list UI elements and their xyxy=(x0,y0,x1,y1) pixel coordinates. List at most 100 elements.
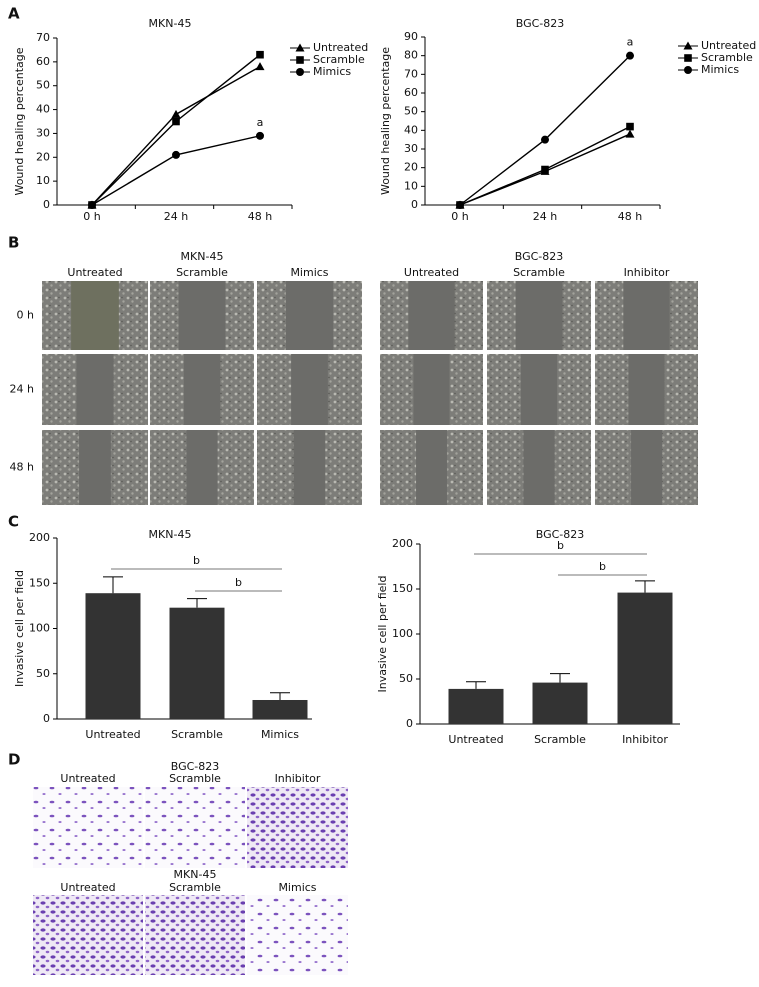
panel-label: A xyxy=(8,5,20,23)
wound-gap xyxy=(291,354,328,425)
legend-label: Mimics xyxy=(701,63,739,76)
y-tick-label: 40 xyxy=(36,103,50,116)
row-label: 48 h xyxy=(10,461,34,474)
y-tick-label: 40 xyxy=(404,123,418,136)
x-tick-label: 48 h xyxy=(248,210,272,223)
y-tick-label: 30 xyxy=(404,142,418,155)
y-tick-label: 50 xyxy=(36,667,50,680)
error-bar xyxy=(270,692,290,700)
panel-label: D xyxy=(8,751,20,769)
y-tick-label: 0 xyxy=(43,712,50,725)
marker xyxy=(295,43,305,52)
error-bar xyxy=(103,576,123,594)
marker xyxy=(541,165,549,174)
column-label: Scramble xyxy=(176,266,228,279)
group-title: BGC-823 xyxy=(515,250,564,263)
marker xyxy=(684,66,692,74)
chart-title: MKN-45 xyxy=(149,528,192,541)
x-tick-label: 24 h xyxy=(533,210,557,223)
marker xyxy=(456,201,464,209)
y-tick-label: 0 xyxy=(406,717,413,730)
marker xyxy=(255,62,265,71)
group-title: MKN-45 xyxy=(174,868,217,881)
y-tick-label: 10 xyxy=(36,174,50,187)
marker xyxy=(625,129,635,138)
y-axis-title: Wound healing percentage xyxy=(13,47,26,195)
wound-gap xyxy=(515,281,563,350)
legend-label: Untreated xyxy=(701,39,756,52)
chart-title: BGC-823 xyxy=(536,528,585,541)
column-label: Mimics xyxy=(278,881,316,894)
x-tick-label: 0 h xyxy=(451,210,468,223)
y-tick-label: 150 xyxy=(392,582,413,595)
column-label: Mimics xyxy=(290,266,328,279)
column-label: Untreated xyxy=(60,772,115,785)
y-tick-label: 20 xyxy=(36,150,50,163)
wound-gap xyxy=(71,281,119,350)
y-tick-label: 50 xyxy=(404,105,418,118)
y-tick-label: 50 xyxy=(399,672,413,685)
error-bar xyxy=(550,673,570,683)
y-tick-label: 20 xyxy=(404,161,418,174)
wound-gap xyxy=(623,281,670,350)
y-tick-label: 0 xyxy=(411,198,418,211)
y-tick-label: 150 xyxy=(29,576,50,589)
y-tick-label: 70 xyxy=(404,67,418,80)
wound-gap xyxy=(79,430,111,505)
micrograph xyxy=(247,895,348,975)
wound-gap xyxy=(408,281,455,350)
wound-gap xyxy=(183,354,221,425)
y-axis-title: Wound healing percentage xyxy=(379,47,392,195)
annotation: a xyxy=(257,116,264,129)
error-bar xyxy=(466,681,486,689)
column-label: Scramble xyxy=(169,881,221,894)
wound-gap xyxy=(285,281,334,350)
legend-label: Scramble xyxy=(313,53,365,66)
chart-title: MKN-45 xyxy=(149,17,192,30)
x-tick-label: Scramble xyxy=(534,733,586,746)
legend-label: Untreated xyxy=(313,41,368,54)
x-tick-label: 24 h xyxy=(164,210,188,223)
annotation: a xyxy=(627,36,634,49)
x-tick-label: Mimics xyxy=(261,728,299,741)
wound-gap xyxy=(413,354,450,425)
error-bar xyxy=(635,580,655,593)
row-label: 0 h xyxy=(17,309,34,322)
x-tick-label: Inhibitor xyxy=(622,733,668,746)
annotation: b xyxy=(235,576,242,589)
micrograph xyxy=(33,787,143,868)
y-tick-label: 80 xyxy=(404,49,418,62)
y-axis-title: Invasive cell per field xyxy=(13,570,26,687)
wound-gap xyxy=(178,281,226,350)
column-label: Scramble xyxy=(513,266,565,279)
legend-label: Mimics xyxy=(313,65,351,78)
marker xyxy=(172,150,180,159)
bar xyxy=(85,593,141,719)
y-tick-label: 200 xyxy=(29,531,50,544)
x-tick-label: Untreated xyxy=(85,728,140,741)
series-line xyxy=(91,54,261,206)
marker xyxy=(683,41,693,50)
micrograph xyxy=(145,895,245,975)
marker xyxy=(172,117,180,126)
wound-gap xyxy=(523,430,555,505)
y-tick-label: 200 xyxy=(392,537,413,550)
bar xyxy=(169,607,225,719)
error-bar xyxy=(187,598,207,608)
x-tick-label: Untreated xyxy=(448,733,503,746)
x-tick-label: 48 h xyxy=(618,210,642,223)
marker xyxy=(256,131,264,140)
micrograph xyxy=(33,895,143,975)
annotation: b xyxy=(557,539,564,552)
marker xyxy=(541,135,549,144)
bar xyxy=(448,688,504,724)
wound-gap xyxy=(293,430,326,505)
micrograph xyxy=(247,787,348,868)
micrograph xyxy=(145,787,245,868)
series-line xyxy=(459,55,631,206)
marker xyxy=(296,56,304,64)
marker xyxy=(684,54,692,62)
y-tick-label: 50 xyxy=(36,79,50,92)
y-tick-label: 100 xyxy=(29,622,50,635)
